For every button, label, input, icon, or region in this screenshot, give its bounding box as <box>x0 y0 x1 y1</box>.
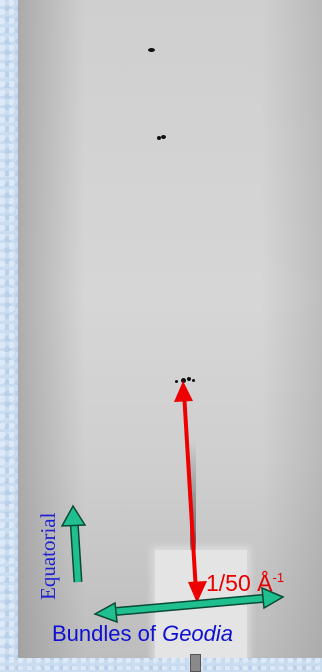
equatorial-label: Equatorial <box>36 512 60 600</box>
diffraction-spot <box>161 135 166 139</box>
sample-holder <box>190 654 201 672</box>
diffraction-spot <box>187 377 191 381</box>
diffraction-spot <box>181 378 186 383</box>
horizontal-axis-arrow <box>93 586 285 624</box>
diffraction-spot <box>157 136 161 140</box>
equatorial-arrow <box>60 504 87 583</box>
diffraction-spot <box>192 379 195 382</box>
bundles-caption: Bundles of Geodia <box>52 621 234 646</box>
diffraction-spot <box>148 48 155 52</box>
diffraction-spot <box>175 380 178 383</box>
scale-label: 1/50 Å-1 <box>206 570 285 596</box>
beam-streak <box>190 440 196 552</box>
scale-arrow <box>174 381 207 603</box>
